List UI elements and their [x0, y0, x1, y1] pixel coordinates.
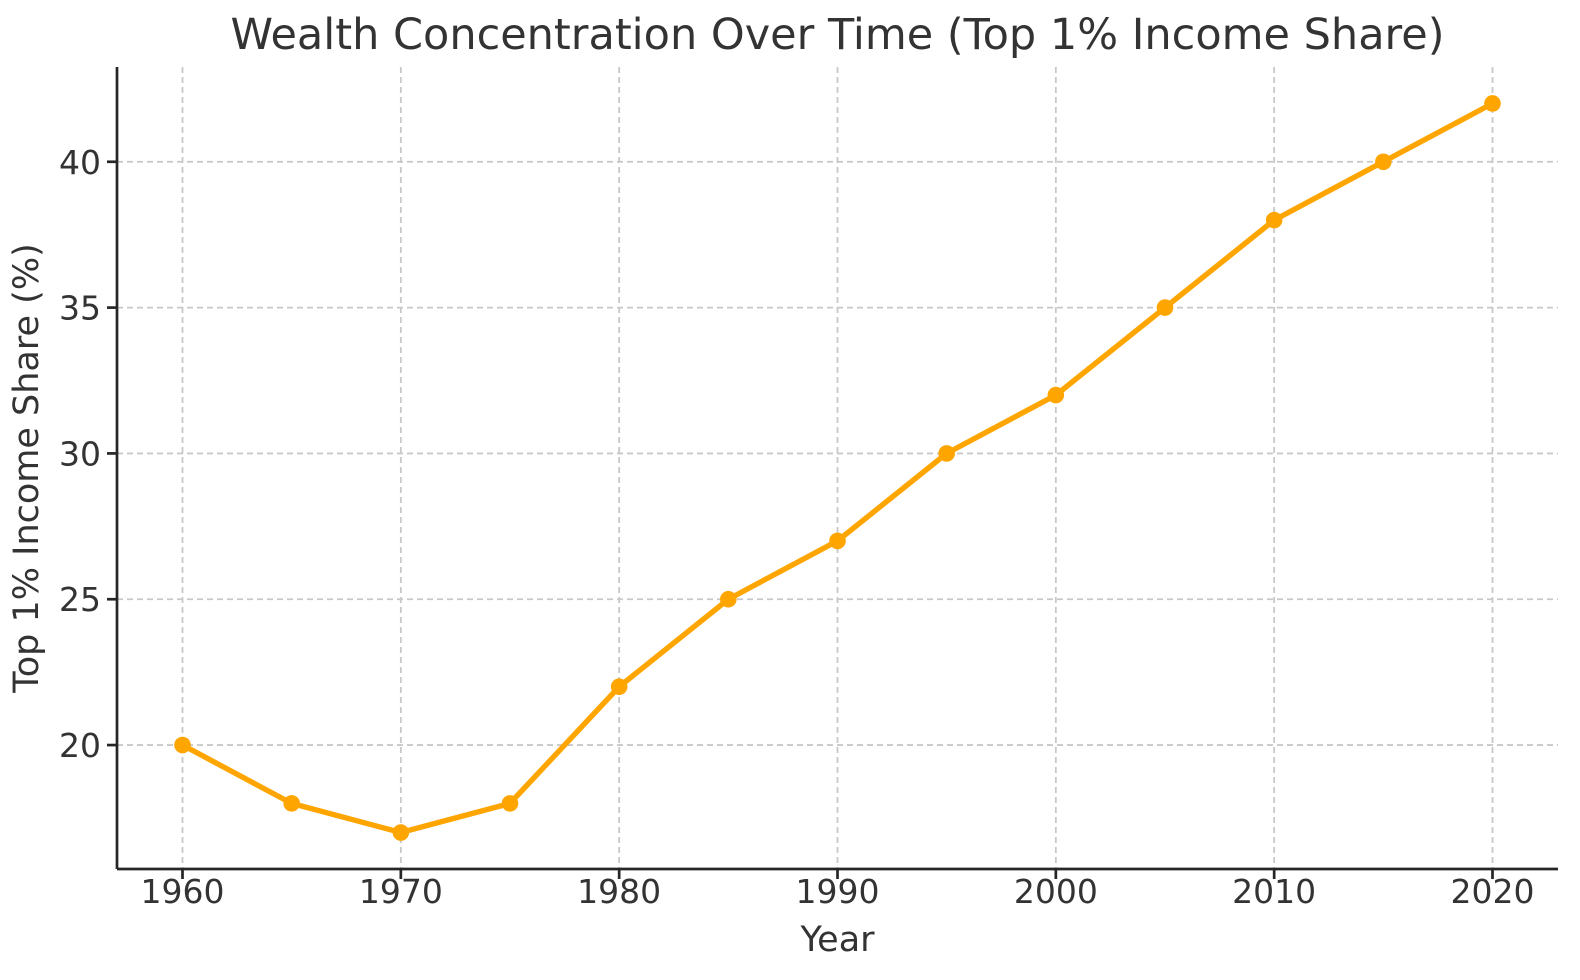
data-point-marker: [283, 795, 300, 812]
y-tick-label: 25: [59, 580, 101, 619]
y-tick-label: 35: [59, 289, 101, 328]
data-point-marker: [1047, 386, 1065, 404]
y-tick-label: 20: [59, 726, 101, 765]
y-axis-label: Top 1% Income Share (%): [7, 243, 47, 693]
data-point-marker: [1375, 153, 1392, 171]
x-tick-label: 1980: [577, 872, 661, 911]
data-point-marker: [1156, 299, 1174, 316]
x-tick-label: 1990: [796, 872, 880, 911]
data-point-marker: [1484, 95, 1501, 112]
data-point-marker: [501, 795, 519, 812]
data-point-marker: [938, 445, 955, 462]
series-layer: [174, 95, 1501, 841]
x-tick-label: 2000: [1014, 872, 1098, 911]
data-point-marker: [720, 590, 737, 608]
data-point-marker: [1265, 211, 1283, 229]
x-tick-label: 1970: [359, 872, 443, 911]
grid-layer: [117, 67, 1558, 869]
text-layer: Wealth Concentration Over Time (Top 1% I…: [7, 10, 1445, 960]
x-tick-label: 2010: [1232, 872, 1316, 911]
data-point-marker: [174, 736, 191, 754]
data-point-marker: [610, 678, 628, 696]
y-tick-label: 30: [59, 434, 101, 473]
data-point-marker: [392, 824, 410, 841]
y-tick-label: 40: [59, 143, 101, 182]
x-tick-label: 2020: [1451, 872, 1535, 911]
chart-title: Wealth Concentration Over Time (Top 1% I…: [230, 10, 1444, 60]
x-axis-label: Year: [799, 920, 875, 960]
data-point-marker: [829, 532, 846, 550]
x-tick-label: 1960: [141, 872, 225, 911]
